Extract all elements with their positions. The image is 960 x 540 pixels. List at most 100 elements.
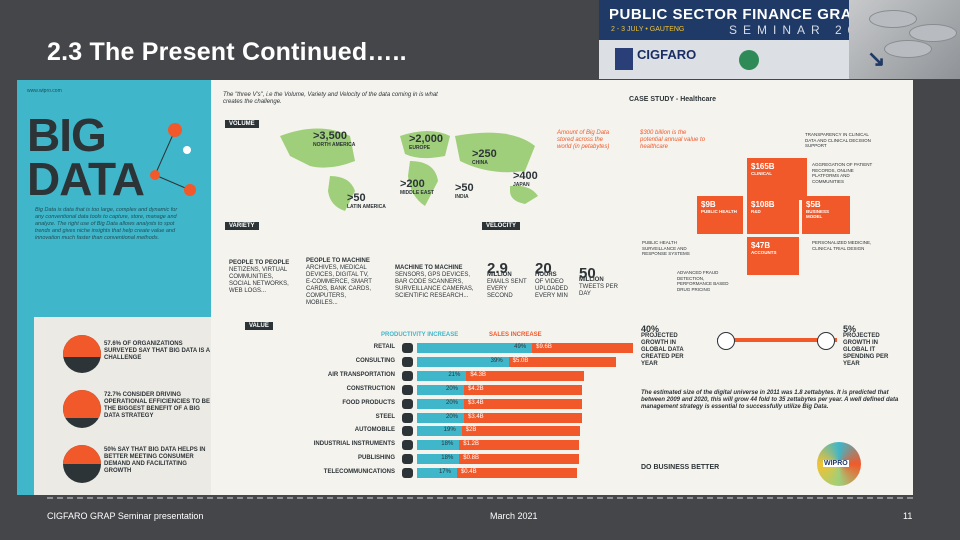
slide-title: 2.3 The Present Continued…..: [47, 38, 407, 66]
value-bar-row: AUTOMOBILE 19% $2B: [247, 425, 617, 437]
velocity-text: TWEETS PER DAY: [579, 284, 619, 297]
sales-bar: [459, 440, 579, 451]
productivity-pct: 20%: [446, 413, 459, 420]
industry-label: FOOD PRODUCTS: [342, 399, 395, 406]
case-note: AGGREGATION OF PATIENT RECORDS, ONLINE P…: [812, 162, 873, 184]
variety-head: MACHINE TO MACHINE: [395, 265, 463, 271]
volume-note: Amount of Big Data stored across the wor…: [557, 130, 610, 150]
sales-value: $2B: [465, 427, 477, 434]
wipro-url: www.wipro.com: [27, 88, 62, 94]
value-bar-row: TELECOMMUNICATIONS 17% $0.4B: [247, 467, 617, 479]
volume-china: >250 CHINA: [472, 148, 497, 166]
case-tile-accounts: $47B ACCOUNTS: [747, 237, 799, 275]
productivity-bar: [417, 356, 509, 367]
page-number: 11: [903, 511, 913, 521]
variety-text: ARCHIVES, MEDICAL DEVICES, DIGITAL TV, E…: [306, 265, 372, 306]
productivity-bar: [417, 370, 467, 381]
data-growth: 40% PROJECTED GROWTH IN GLOBAL DATA CREAT…: [641, 325, 701, 368]
industry-icon: [402, 398, 413, 409]
case-tile-label: R&D: [751, 209, 761, 214]
velocity-title: VELOCITY: [482, 222, 521, 230]
do-business-better: DO BUSINESS BETTER: [641, 464, 720, 471]
sales-bar: [464, 384, 583, 395]
region-label: JAPAN: [513, 182, 530, 188]
case-tile-value: $9B: [701, 200, 716, 209]
industry-icon: [402, 454, 413, 465]
velocity-item: 20 HOURS OF VIDEO UPLOADED EVERY MIN: [535, 261, 580, 300]
coin-icon: [869, 10, 917, 28]
value-bar-row: INDUSTRIAL INSTRUMENTS 18% $1.2B: [247, 439, 617, 451]
industry-label: STEEL: [375, 413, 395, 420]
variety-item: PEOPLE TO PEOPLE NETIZENS, VIRTUAL COMMUN…: [229, 260, 294, 295]
velocity-value: 50: [579, 265, 596, 282]
productivity-bar: [417, 440, 460, 451]
value-bar-row: RETAIL 49% $9.6B: [247, 342, 634, 354]
volume-india: >50 INDIA: [455, 182, 474, 200]
big-data-infographic: www.wipro.com BIG DATA Big Data is data …: [17, 80, 913, 495]
velocity-value: 2.9: [487, 260, 508, 277]
stat-text: 57.6% OF ORGANIZATIONS SURVEYED SAY THAT…: [104, 341, 210, 361]
region-label: INDIA: [455, 194, 469, 200]
case-tile-value: $5B: [806, 200, 821, 209]
region-value: >3,500: [313, 130, 347, 142]
value-bar-row: PUBLISHING 18% $0.8B: [247, 453, 617, 465]
volume-middle-east: >200 MIDDLE EAST: [400, 178, 434, 196]
it-growth-pct: 5%: [843, 324, 857, 334]
industry-icon: [402, 468, 413, 479]
industry-label: RETAIL: [373, 344, 395, 350]
productivity-bar: [417, 426, 462, 437]
stat-text: 72.7% CONSIDER DRIVING OPERATIONAL EFFIC…: [104, 392, 211, 419]
volume-north-america: >3,500 NORTH AMERICA: [313, 130, 355, 148]
region-value: >50: [347, 192, 366, 204]
velocity-unit: MILLION: [579, 277, 604, 283]
productivity-bar: [417, 454, 460, 465]
productivity-bar: [417, 398, 464, 409]
productivity-bar: [417, 343, 533, 353]
value-bar-row: AIR TRANSPORTATION 21% $4.3B: [247, 370, 617, 382]
sales-bar: [464, 398, 583, 409]
productivity-pct: 49%: [514, 344, 527, 350]
case-study-title: CASE STUDY - Healthcare: [629, 96, 717, 103]
stat-text: 50% SAY THAT BIG DATA HELPS IN BETTER ME…: [104, 447, 206, 474]
velocity-item: 2.9 MILLION EMAILS SENT EVERY SECOND: [487, 260, 532, 300]
sales-bar: [464, 412, 583, 423]
case-tile-label: ACCOUNTS: [751, 250, 777, 255]
productivity-bar: [417, 412, 464, 423]
industry-icon: [402, 412, 413, 423]
sales-bar: [459, 454, 579, 465]
sales-value: $1.2B: [463, 441, 479, 448]
velocity-unit: MILLION: [487, 272, 512, 278]
growth-end-knob: [817, 332, 835, 350]
cigfaro-name: CIGFARO: [637, 47, 697, 62]
sales-value: $4.3B: [470, 371, 487, 378]
growth-track: [717, 338, 837, 342]
stat-row: 57.6% OF ORGANIZATIONS SURVEYED SAY THAT…: [46, 335, 216, 375]
pie-fill: [63, 335, 101, 357]
sales-value: $0.8B: [463, 455, 479, 462]
stat-row: 50% SAY THAT BIG DATA HELPS IN BETTER ME…: [46, 445, 216, 485]
region-value: >50: [455, 182, 474, 194]
footer-presentation-name: CIGFARO GRAP Seminar presentation: [47, 511, 204, 521]
region-label: EUROPE: [409, 145, 431, 151]
banner-subtitle: 2 - 3 JULY • GAUTENG: [611, 26, 685, 33]
case-tile-business-model: $5B BUSINESS MODEL: [802, 196, 850, 234]
pie-fill: [63, 390, 101, 418]
legend-sales: SALES INCREASE: [489, 332, 542, 338]
growth-slider-icon: [717, 330, 837, 350]
stats-panel: 57.6% OF ORGANIZATIONS SURVEYED SAY THAT…: [34, 317, 211, 495]
network-icon: [150, 123, 196, 196]
value-title: VALUE: [245, 322, 273, 330]
industry-icon: [402, 440, 413, 451]
region-value: >200: [400, 178, 425, 190]
world-map-icon: [280, 128, 538, 211]
industry-icon: [402, 426, 413, 437]
variety-item: MACHINE TO MACHINE SENSORS, GPS DEVICES, …: [395, 265, 480, 300]
value-bar-row: CONSTRUCTION 20% $4.2B: [247, 384, 617, 396]
region-value: >400: [513, 170, 538, 182]
case-tile-rd: $108B R&D: [747, 196, 799, 234]
case-tile-value: $108B: [751, 200, 775, 209]
velocity-unit: HOURS: [535, 272, 557, 278]
variety-text: SENSORS, GPS DEVICES, BAR CODE SCANNERS,…: [395, 272, 474, 299]
case-note: TRANSPARENCY IN CLINICAL DATA AND CLINIC…: [805, 132, 871, 148]
coin-icon: [884, 40, 932, 58]
